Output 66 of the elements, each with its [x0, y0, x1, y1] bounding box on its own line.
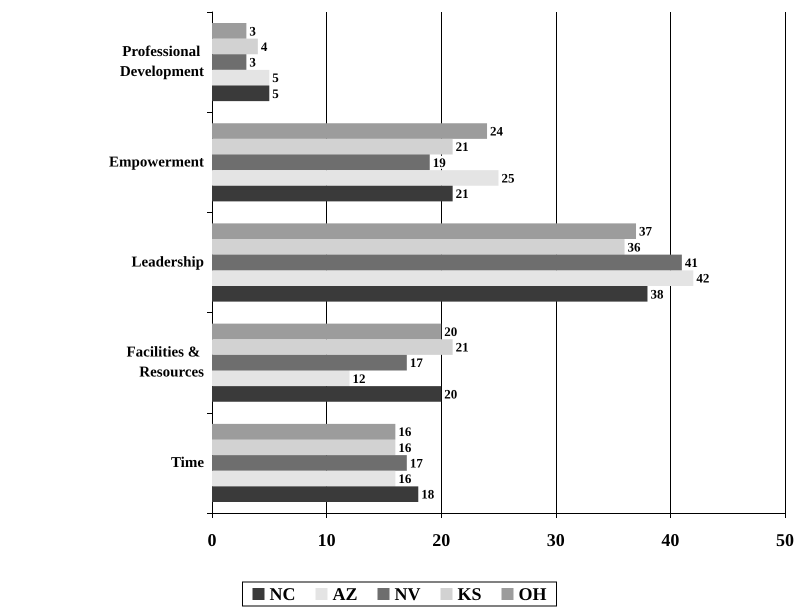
- legend-label: OH: [518, 584, 547, 604]
- data-label: 37: [639, 224, 653, 239]
- bar: [212, 486, 418, 502]
- data-label: 21: [456, 139, 469, 154]
- data-label: 21: [456, 340, 469, 355]
- bar: [212, 455, 407, 471]
- bar: [212, 86, 270, 102]
- data-label: 25: [502, 170, 515, 186]
- bar: [212, 370, 350, 386]
- data-label: 38: [650, 286, 664, 302]
- data-label: 5: [272, 86, 280, 101]
- bar: [212, 23, 246, 39]
- data-label: 19: [432, 154, 446, 170]
- data-label: 24: [490, 124, 504, 139]
- y-tick-label: Facilities & Resources: [126, 344, 204, 381]
- data-label: 3: [249, 23, 256, 38]
- bar: [212, 138, 453, 154]
- y-tick-label: Leadership: [131, 254, 204, 270]
- bar: [212, 339, 453, 355]
- y-tick-label: Empowerment: [109, 154, 204, 170]
- data-label: 4: [260, 38, 268, 54]
- data-label: 36: [628, 239, 642, 254]
- bar: [212, 38, 258, 54]
- bar: [212, 254, 682, 270]
- data-label: 18: [421, 486, 435, 502]
- bar: [212, 386, 442, 402]
- x-tick-label: 30: [546, 530, 565, 550]
- data-label: 16: [398, 424, 412, 440]
- data-label: 20: [444, 386, 458, 402]
- data-label: 3: [249, 54, 256, 70]
- data-label: 12: [352, 370, 366, 386]
- bar: [212, 324, 442, 340]
- data-label: 20: [444, 324, 458, 339]
- legend-label: NC: [269, 584, 296, 604]
- x-tick-label: 0: [208, 530, 216, 550]
- x-tick-label: 20: [432, 530, 450, 550]
- bar: [212, 170, 498, 186]
- bar: [212, 354, 407, 371]
- bar: [212, 286, 648, 302]
- bar: [212, 54, 246, 70]
- data-label: 5: [272, 70, 280, 86]
- bar: [212, 154, 430, 170]
- bar: [212, 186, 453, 202]
- x-tick-label: 40: [661, 530, 680, 550]
- y-tick-label: Time: [170, 454, 204, 471]
- x-tick-label: 10: [318, 530, 336, 550]
- data-label: 21: [456, 186, 469, 202]
- bar: [212, 470, 396, 486]
- data-label: 17: [410, 455, 424, 470]
- legend-label: AZ: [332, 584, 358, 604]
- data-label: 16: [398, 440, 412, 455]
- bar: [212, 223, 636, 240]
- y-tick-label: Professional Development: [120, 44, 204, 80]
- legend-label: KS: [457, 584, 482, 604]
- data-label: 41: [684, 255, 698, 270]
- bar: [212, 239, 625, 255]
- bar: [212, 424, 396, 440]
- data-label: 17: [410, 355, 424, 370]
- bar: [212, 123, 488, 139]
- bar: [212, 439, 396, 456]
- data-label: 42: [696, 270, 710, 286]
- legend-label: NV: [394, 584, 420, 604]
- data-label: 16: [398, 471, 412, 486]
- bar: [212, 70, 270, 86]
- x-tick-label: 50: [776, 530, 794, 550]
- bar: [212, 270, 694, 286]
